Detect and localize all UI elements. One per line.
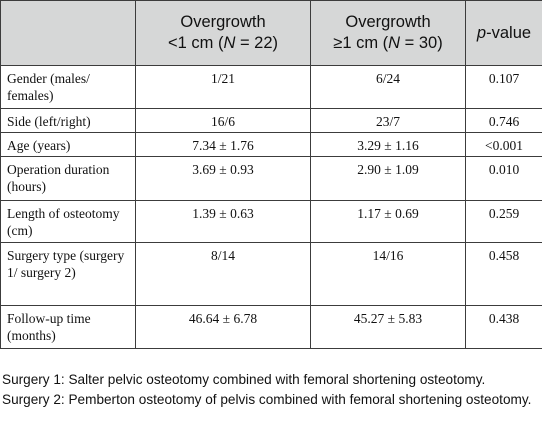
comparison-table: Overgrowth <1 cm (N = 22) Overgrowth ≥1 … xyxy=(0,0,542,349)
cell-p-value: 0.107 xyxy=(465,65,542,109)
row-label: Surgery type (surgery 1/ surgery 2) xyxy=(0,242,136,306)
footnote-surgery-1: Surgery 1: Salter pelvic osteotomy combi… xyxy=(2,372,486,387)
header-n-var: N xyxy=(388,34,401,52)
table-row: Operation duration (hours) 3.69 ± 0.93 2… xyxy=(0,156,542,201)
table-row: Surgery type (surgery 1/ surgery 2) 8/14… xyxy=(0,242,542,306)
cell-lt1: 8/14 xyxy=(135,242,311,306)
header-line1: Overgrowth xyxy=(180,13,266,31)
row-label: Age (years) xyxy=(0,132,136,157)
table-footnotes: Surgery 1: Salter pelvic osteotomy combi… xyxy=(2,370,540,410)
cell-p-value: 0.438 xyxy=(465,305,542,349)
header-line1: Overgrowth xyxy=(345,13,431,31)
cell-p-value: 0.458 xyxy=(465,242,542,306)
header-line2-prefix: ≥1 cm ( xyxy=(333,34,389,52)
table-row: Follow-up time (months) 46.64 ± 6.78 45.… xyxy=(0,305,542,349)
table-row: Gender (males/ females) 1/21 6/24 0.107 xyxy=(0,65,542,109)
cell-lt1: 1.39 ± 0.63 xyxy=(135,200,311,243)
cell-lt1: 16/6 xyxy=(135,108,311,133)
cell-p-value: 0.746 xyxy=(465,108,542,133)
header-overgrowth-lt1: Overgrowth <1 cm (N = 22) xyxy=(135,0,311,66)
row-label: Operation duration (hours) xyxy=(0,156,136,201)
row-label: Follow-up time (months) xyxy=(0,305,136,349)
cell-ge1: 3.29 ± 1.16 xyxy=(310,132,466,157)
cell-ge1: 45.27 ± 5.83 xyxy=(310,305,466,349)
cell-lt1: 7.34 ± 1.76 xyxy=(135,132,311,157)
header-line2-suffix: = 22) xyxy=(235,34,279,52)
header-p-suffix: -value xyxy=(486,23,532,42)
table-row: Length of osteotomy (cm) 1.39 ± 0.63 1.1… xyxy=(0,200,542,243)
cell-p-value: <0.001 xyxy=(465,132,542,157)
table-row: Age (years) 7.34 ± 1.76 3.29 ± 1.16 <0.0… xyxy=(0,132,542,157)
cell-lt1: 46.64 ± 6.78 xyxy=(135,305,311,349)
cell-ge1: 1.17 ± 0.69 xyxy=(310,200,466,243)
cell-lt1: 1/21 xyxy=(135,65,311,109)
cell-ge1: 6/24 xyxy=(310,65,466,109)
cell-p-value: 0.259 xyxy=(465,200,542,243)
header-row: Overgrowth <1 cm (N = 22) Overgrowth ≥1 … xyxy=(0,0,542,66)
cell-ge1: 14/16 xyxy=(310,242,466,306)
header-line2-prefix: <1 cm ( xyxy=(167,34,224,52)
cell-ge1: 2.90 ± 1.09 xyxy=(310,156,466,201)
cell-lt1: 3.69 ± 0.93 xyxy=(135,156,311,201)
row-label: Gender (males/ females) xyxy=(0,65,136,109)
footnote-surgery-2: Surgery 2: Pemberton osteotomy of pelvis… xyxy=(2,392,532,407)
header-p-value: p-value xyxy=(465,0,542,66)
header-overgrowth-ge1: Overgrowth ≥1 cm (N = 30) xyxy=(310,0,466,66)
header-corner-cell xyxy=(0,0,136,66)
header-line2-suffix: = 30) xyxy=(400,34,443,52)
table-row: Side (left/right) 16/6 23/7 0.746 xyxy=(0,108,542,133)
header-p-var: p xyxy=(476,23,487,42)
header-n-var: N xyxy=(223,34,236,52)
row-label: Length of osteotomy (cm) xyxy=(0,200,136,243)
cell-p-value: 0.010 xyxy=(465,156,542,201)
cell-ge1: 23/7 xyxy=(310,108,466,133)
row-label: Side (left/right) xyxy=(0,108,136,133)
